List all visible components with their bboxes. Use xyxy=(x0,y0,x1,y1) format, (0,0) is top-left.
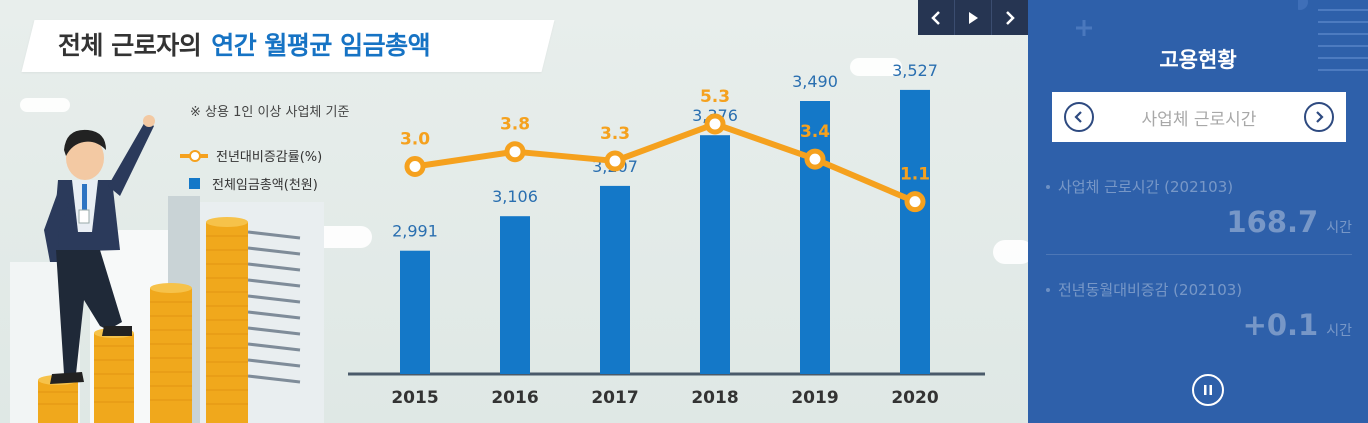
x-tick-label: 2020 xyxy=(891,388,938,408)
x-tick-label: 2017 xyxy=(591,388,638,408)
rate-point xyxy=(604,150,626,172)
legend-line-marker xyxy=(180,149,208,162)
rate-point xyxy=(504,141,526,163)
play-icon xyxy=(969,11,978,24)
x-tick-label: 2015 xyxy=(391,388,438,408)
basis-note: ※ 상용 1인 이상 사업체 기준 xyxy=(190,105,350,120)
cloud-decoration xyxy=(20,98,70,112)
rate-value-label: 3.3 xyxy=(600,124,630,144)
rate-value-label: 3.0 xyxy=(400,130,430,150)
bar-series xyxy=(400,89,930,375)
rate-line xyxy=(414,120,917,205)
stat-name: 사업체 근로시간 (202103) xyxy=(1058,178,1234,196)
rate-value-label: 3.8 xyxy=(500,115,530,135)
bar xyxy=(700,135,730,374)
legend-line-entry: 전년대비증감률(%) xyxy=(180,146,322,165)
prev-slide-button[interactable] xyxy=(918,0,955,35)
bar-value-label: 3,490 xyxy=(792,72,838,91)
selector-label: 사업체 근로시간 xyxy=(1141,109,1257,130)
stat-divider xyxy=(1046,254,1352,255)
play-slide-button[interactable] xyxy=(955,0,992,35)
rate-point xyxy=(404,156,426,177)
stat-unit: 시간 xyxy=(1326,323,1352,339)
x-tick-label: 2016 xyxy=(491,388,538,408)
pause-button[interactable] xyxy=(1192,374,1224,406)
line-series xyxy=(404,113,926,213)
x-tick-label: 2019 xyxy=(791,388,838,408)
bar-value-label: 2,991 xyxy=(392,222,438,241)
rate-value-label: 1.1 xyxy=(900,165,930,185)
legend-bar-entry: 전체임금총액(천원) xyxy=(180,174,318,193)
stat-value: +0.1 xyxy=(1242,308,1319,342)
cloud-decoration xyxy=(850,58,902,76)
panel-title: 고용현황 xyxy=(1159,48,1237,72)
selector-prev-button[interactable] xyxy=(1064,102,1094,132)
bar xyxy=(400,250,430,374)
decorative-pattern xyxy=(1298,0,1368,71)
rate-point xyxy=(904,191,926,213)
bar xyxy=(900,89,930,375)
legend-bar-marker xyxy=(189,178,200,189)
chevron-left-icon xyxy=(931,10,940,25)
infographic-stage: 전체 근로자의 연간 월평균 임금총액 ※ 상용 1인 이상 사업체 기준 전년대… xyxy=(0,0,1028,423)
rate-value-label: 5.3 xyxy=(700,87,730,107)
title-highlight: 연간 월평균 임금총액 xyxy=(211,31,431,60)
cloud-decoration xyxy=(993,240,1028,264)
title-main: 전체 근로자의 xyxy=(58,31,202,60)
pause-icon xyxy=(1204,385,1212,395)
slide-nav xyxy=(918,0,1028,35)
stat-name: 전년동월대비증감 (202103) xyxy=(1058,281,1243,299)
legend-bar-label: 전체임금총액(천원) xyxy=(212,178,318,193)
next-slide-button[interactable] xyxy=(992,0,1028,35)
rate-value-label: 3.4 xyxy=(800,122,830,142)
plus-decoration-icon xyxy=(1076,20,1092,36)
line-labels: 3.0 3.8 3.3 5.3 3.4 1.1 xyxy=(400,87,930,185)
businessman-illustration xyxy=(44,115,155,384)
selector-next-button[interactable] xyxy=(1303,102,1334,132)
stat-item: 전년동월대비증감 (202103) +0.1 시간 xyxy=(1046,279,1352,342)
chevron-right-icon xyxy=(1006,10,1015,25)
chevron-right-icon xyxy=(1316,111,1324,123)
bar-value-label: 3,527 xyxy=(892,61,938,80)
page-title: 전체 근로자의 연간 월평균 임금총액 xyxy=(58,26,431,62)
employment-status-panel: 고용현황 사업체 근로시간 사업체 근로시간 (202103) 168.7 시간 … xyxy=(1028,0,1368,423)
x-tick-label: 2018 xyxy=(691,388,738,408)
bar xyxy=(800,101,830,374)
stat-unit: 시간 xyxy=(1326,220,1352,236)
chevron-left-icon xyxy=(1074,111,1082,123)
x-tick-labels: 2015 2016 2017 2018 2019 2020 xyxy=(391,388,938,408)
rate-point xyxy=(704,113,726,135)
bar xyxy=(500,216,530,374)
stat-value: 168.7 xyxy=(1226,205,1319,239)
legend-line-label: 전년대비증감률(%) xyxy=(216,150,323,165)
stat-selector: 사업체 근로시간 xyxy=(1052,92,1346,142)
coin-stack-illustration xyxy=(38,217,248,423)
rate-point xyxy=(804,148,826,170)
bar xyxy=(600,185,630,374)
bar-value-label: 3,106 xyxy=(492,187,538,206)
stat-item: 사업체 근로시간 (202103) 168.7 시간 xyxy=(1046,176,1352,239)
